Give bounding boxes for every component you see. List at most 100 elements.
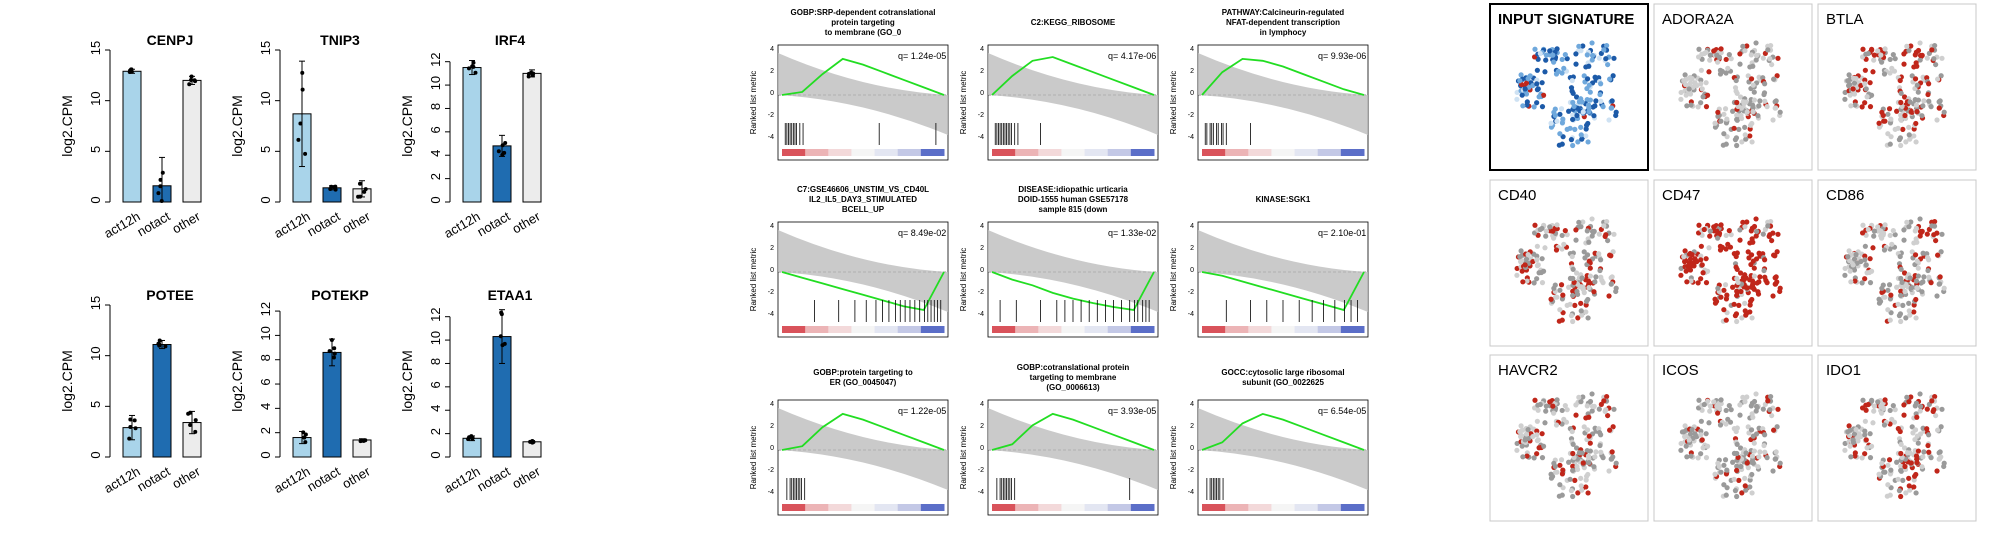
tsne-point <box>1847 92 1853 98</box>
tsne-point <box>1728 407 1734 413</box>
data-point <box>466 66 471 71</box>
data-point <box>133 426 138 431</box>
tsne-point <box>1851 80 1858 86</box>
tsne-point <box>1519 443 1525 449</box>
rank-ribbon-segment <box>1317 149 1342 156</box>
tsne-point <box>1699 262 1705 268</box>
tsne-point <box>1737 61 1743 67</box>
tsne-point <box>1860 46 1866 52</box>
tsne-point <box>1559 492 1565 498</box>
enrichment-curve <box>781 412 945 451</box>
tsne-point <box>1772 105 1778 111</box>
tsne-point <box>1589 52 1596 59</box>
tsne-point <box>1726 403 1732 409</box>
tsne-point <box>1906 300 1912 306</box>
tsne-point <box>1570 288 1576 294</box>
tsne-point <box>1734 275 1740 282</box>
tsne-point <box>1699 437 1705 443</box>
tsne-point <box>1530 258 1536 265</box>
tsne-point <box>1894 284 1900 290</box>
tsne-point <box>1726 52 1732 58</box>
tsne-point <box>1578 300 1584 306</box>
tsne-point <box>1731 476 1737 482</box>
tsne-point <box>1730 108 1736 114</box>
tsne-point <box>1906 308 1912 314</box>
gsea-title: subunit (GO_0022625 <box>1242 378 1324 387</box>
tsne-point <box>1534 257 1540 263</box>
tsne-point <box>1557 462 1563 468</box>
tsne-point <box>1579 312 1585 318</box>
tsne-point <box>1941 460 1947 466</box>
data-point <box>157 338 162 343</box>
tsne-point <box>1732 488 1739 494</box>
tsne-point <box>1723 407 1729 414</box>
tsne-point <box>1739 139 1745 145</box>
gsea-title: C7:GSE46606_UNSTIM_VS_CD40L <box>797 185 929 194</box>
tsne-point <box>1715 460 1721 466</box>
tsne-point <box>1882 469 1888 475</box>
tsne-point <box>1568 137 1575 143</box>
tsne-point <box>1578 308 1584 314</box>
tsne-point <box>1747 133 1753 139</box>
tsne-point <box>1706 245 1712 251</box>
tsne-point <box>1551 235 1557 241</box>
tsne-point <box>1722 106 1729 112</box>
tsne-point <box>1753 408 1759 414</box>
y-tick-label: 0 <box>770 445 774 452</box>
y-axis-label: Ranked list metric <box>749 248 758 312</box>
data-point <box>333 187 338 192</box>
tsne-point <box>1898 288 1904 294</box>
tsne-point <box>1917 216 1923 222</box>
tsne-point <box>1907 99 1913 105</box>
rank-ribbon-segment <box>1038 504 1062 511</box>
tsne-point <box>1879 59 1885 65</box>
tsne-point <box>1603 407 1609 413</box>
data-point <box>329 337 334 342</box>
tsne-point <box>1600 104 1606 110</box>
tsne-point <box>1678 89 1684 96</box>
tsne-point <box>1890 52 1896 58</box>
tsne-point <box>1755 464 1761 470</box>
tsne-point <box>1557 307 1563 313</box>
tsne-point <box>1734 266 1740 272</box>
y-tick-label: 5 <box>258 146 273 153</box>
y-tick-label: -4 <box>1188 489 1194 496</box>
tsne-point <box>1864 445 1870 451</box>
data-point <box>471 60 476 65</box>
tsne-point <box>1570 292 1576 299</box>
tsne-point <box>1575 315 1581 321</box>
tsne-point <box>1560 116 1566 122</box>
tsne-label: HAVCR2 <box>1498 362 1558 379</box>
tsne-point <box>1749 102 1756 108</box>
tsne-point <box>1737 94 1744 100</box>
enrichment-curve <box>991 412 1155 451</box>
enrichment-curve <box>781 271 945 312</box>
tsne-point <box>1875 399 1881 405</box>
tsne-point <box>1535 437 1541 443</box>
tsne-point <box>1744 109 1750 115</box>
tsne-point <box>1537 226 1543 233</box>
tsne-point <box>1694 258 1700 265</box>
rank-ribbon-segment <box>1061 326 1086 333</box>
tsne-point <box>1898 467 1904 474</box>
q-value: q= 6.54e-05 <box>1318 406 1366 416</box>
tsne-point <box>1698 77 1704 83</box>
tsne-point <box>1703 104 1710 110</box>
tsne-point <box>1908 109 1914 115</box>
tsne-point <box>1530 433 1536 440</box>
tsne-point <box>1882 222 1888 228</box>
tsne-point <box>1868 443 1875 449</box>
data-point <box>500 152 505 157</box>
tsne-point <box>1712 120 1718 126</box>
tsne-point <box>1701 226 1707 233</box>
y-tick-label: 0 <box>88 196 103 203</box>
tsne-point <box>1912 403 1918 409</box>
tsne-point <box>1532 222 1538 228</box>
tsne-point <box>1867 280 1874 286</box>
tsne-point <box>1760 406 1766 412</box>
q-value: q= 1.22e-05 <box>898 406 946 416</box>
y-tick-label: -2 <box>768 112 774 119</box>
x-tick-label: notact <box>305 463 344 494</box>
rank-ribbon-segment <box>1317 504 1342 511</box>
